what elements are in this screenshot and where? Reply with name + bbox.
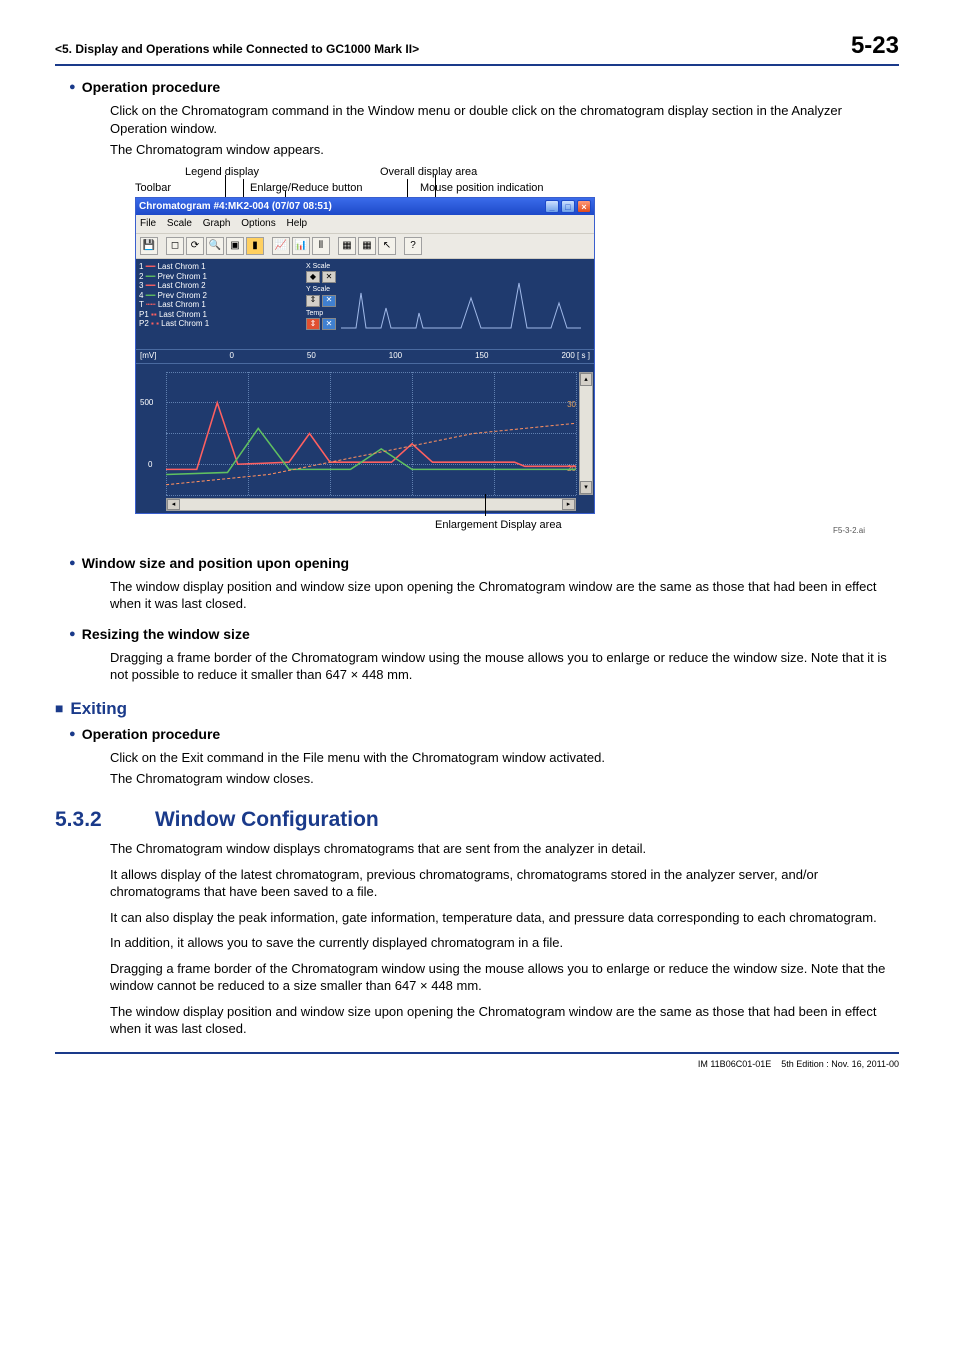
toolbar-btn[interactable]: ⟳ <box>186 237 204 255</box>
menu-bar: File Scale Graph Options Help <box>136 215 594 233</box>
body-text: The Chromatogram window closes. <box>110 770 899 788</box>
legend-item: Last Chrom 1 <box>161 319 209 328</box>
axis-row: [mV] 0 50 100 150 200 [ s ] <box>136 349 594 363</box>
y-scale-label: Y Scale <box>306 285 336 294</box>
toolbar-chart-icon[interactable]: ⦀ <box>312 237 330 255</box>
chapter-title: <5. Display and Operations while Connect… <box>55 41 419 57</box>
callout-enlargement: Enlargement Display area <box>435 518 562 533</box>
toolbar-btn[interactable]: ▦ <box>358 237 376 255</box>
toolbar-chart-icon[interactable]: 📊 <box>292 237 310 255</box>
heading-resizing: Resizing the window size <box>69 625 899 644</box>
body-text: The window display position and window s… <box>110 1003 899 1038</box>
figure-id: F5-3-2.ai <box>833 526 865 537</box>
overall-display-area: 1 ━━ Last Chrom 1 2 ━━ Prev Chrom 1 3 ━━… <box>136 259 594 349</box>
body-text: In addition, it allows you to save the c… <box>110 934 899 952</box>
figure-chromatogram-window: Legend display Overall display area Tool… <box>135 165 695 542</box>
page-number: 5-23 <box>851 30 899 62</box>
horizontal-scrollbar[interactable]: ◂ ▸ <box>166 498 576 511</box>
y-scale-btn[interactable]: ⇕ <box>306 295 320 307</box>
scroll-right-icon[interactable]: ▸ <box>562 499 575 510</box>
vertical-scrollbar[interactable]: ▴ ▾ <box>579 372 593 495</box>
temp-close[interactable]: ✕ <box>322 318 336 330</box>
legend-item: Last Chrom 1 <box>158 300 206 309</box>
window-title: Chromatogram #4:MK2-004 (07/07 08:51) <box>139 200 332 214</box>
body-text: Click on the Exit command in the File me… <box>110 749 899 767</box>
axis-tick: 100 <box>389 351 402 362</box>
page-footer: IM 11B06C01-01E 5th Edition : Nov. 16, 2… <box>55 1052 899 1070</box>
legend-item: Last Chrom 1 <box>159 310 207 319</box>
axis-tick: 50 <box>307 351 316 362</box>
scroll-down-icon[interactable]: ▾ <box>580 481 592 494</box>
body-text: The window display position and window s… <box>110 578 899 613</box>
toolbar-chart-icon[interactable]: 📈 <box>272 237 290 255</box>
toolbar-save-icon[interactable]: 💾 <box>140 237 158 255</box>
toolbar-pointer-icon[interactable]: ↖ <box>378 237 396 255</box>
scale-buttons: X Scale ◆✕ Y Scale ⇕✕ Temp ⇕✕ <box>306 262 336 332</box>
x-scale-close[interactable]: ✕ <box>322 271 336 283</box>
axis-unit-left: [mV] <box>140 351 156 362</box>
temp-label: Temp <box>306 309 336 318</box>
legend-box: 1 ━━ Last Chrom 1 2 ━━ Prev Chrom 1 3 ━━… <box>139 262 209 329</box>
menu-scale[interactable]: Scale <box>167 218 192 229</box>
heading-operation-procedure-2: Operation procedure <box>69 725 899 744</box>
y-tick: 500 <box>140 398 153 409</box>
legend-item: Prev Chrom 2 <box>158 291 207 300</box>
axis-tick: 0 <box>229 351 233 362</box>
body-text: Dragging a frame border of the Chromatog… <box>110 960 899 995</box>
menu-options[interactable]: Options <box>241 218 275 229</box>
toolbar-btn[interactable]: ▦ <box>338 237 356 255</box>
callout-legend: Legend display <box>185 165 259 180</box>
toolbar-zoom-icon[interactable]: 🔍 <box>206 237 224 255</box>
heading-operation-procedure: Operation procedure <box>69 78 899 97</box>
maximize-button[interactable]: □ <box>561 200 575 213</box>
callout-enlarge: Enlarge/Reduce button <box>250 181 363 196</box>
heading-exiting: Exiting <box>55 698 899 721</box>
chromatogram-window: Chromatogram #4:MK2-004 (07/07 08:51) _ … <box>135 197 595 514</box>
enlargement-display-area: 500 0 30 20 <box>136 363 594 513</box>
toolbar-help-icon[interactable]: ? <box>404 237 422 255</box>
menu-help[interactable]: Help <box>287 218 308 229</box>
page-header: <5. Display and Operations while Connect… <box>55 30 899 66</box>
menu-graph[interactable]: Graph <box>203 218 231 229</box>
x-scale-btn[interactable]: ◆ <box>306 271 320 283</box>
callout-overall: Overall display area <box>380 165 477 180</box>
section-title: Window Configuration <box>155 808 379 831</box>
body-text: The Chromatogram window displays chromat… <box>110 840 899 858</box>
toolbar-btn[interactable]: ◻ <box>166 237 184 255</box>
section-number: 5.3.2 <box>55 806 155 834</box>
axis-tick: 200 <box>561 351 574 360</box>
legend-item: Prev Chrom 1 <box>158 272 207 281</box>
body-text: Click on the Chromatogram command in the… <box>110 102 899 137</box>
temp-btn[interactable]: ⇕ <box>306 318 320 330</box>
minimize-button[interactable]: _ <box>545 200 559 213</box>
x-scale-label: X Scale <box>306 262 336 271</box>
callout-toolbar: Toolbar <box>135 181 171 196</box>
window-titlebar: Chromatogram #4:MK2-004 (07/07 08:51) _ … <box>136 198 594 216</box>
footer-edition: 5th Edition : Nov. 16, 2011-00 <box>781 1059 899 1069</box>
axis-unit-right: [ s ] <box>577 351 590 360</box>
scroll-up-icon[interactable]: ▴ <box>580 373 592 386</box>
menu-file[interactable]: File <box>140 218 156 229</box>
heading-window-size: Window size and position upon opening <box>69 554 899 573</box>
legend-item: Last Chrom 2 <box>158 281 206 290</box>
scroll-left-icon[interactable]: ◂ <box>167 499 180 510</box>
axis-tick: 150 <box>475 351 488 362</box>
toolbar-btn[interactable]: ▣ <box>226 237 244 255</box>
toolbar-btn-active[interactable]: ▮ <box>246 237 264 255</box>
footer-doc-id: IM 11B06C01-01E <box>698 1059 771 1069</box>
close-button[interactable]: × <box>577 200 591 213</box>
callout-mouse: Mouse position indication <box>420 181 544 196</box>
legend-item: Last Chrom 1 <box>158 262 206 271</box>
heading-5-3-2: 5.3.2Window Configuration <box>55 806 899 834</box>
y-tick: 0 <box>148 460 152 471</box>
body-text: The Chromatogram window appears. <box>110 141 899 159</box>
overall-waveform <box>341 273 581 343</box>
toolbar: 💾 ◻ ⟳ 🔍 ▣ ▮ 📈 📊 ⦀ ▦ ▦ ↖ ? <box>136 233 594 259</box>
y-scale-close[interactable]: ✕ <box>322 295 336 307</box>
body-text: Dragging a frame border of the Chromatog… <box>110 649 899 684</box>
body-text: It allows display of the latest chromato… <box>110 866 899 901</box>
body-text: It can also display the peak information… <box>110 909 899 927</box>
